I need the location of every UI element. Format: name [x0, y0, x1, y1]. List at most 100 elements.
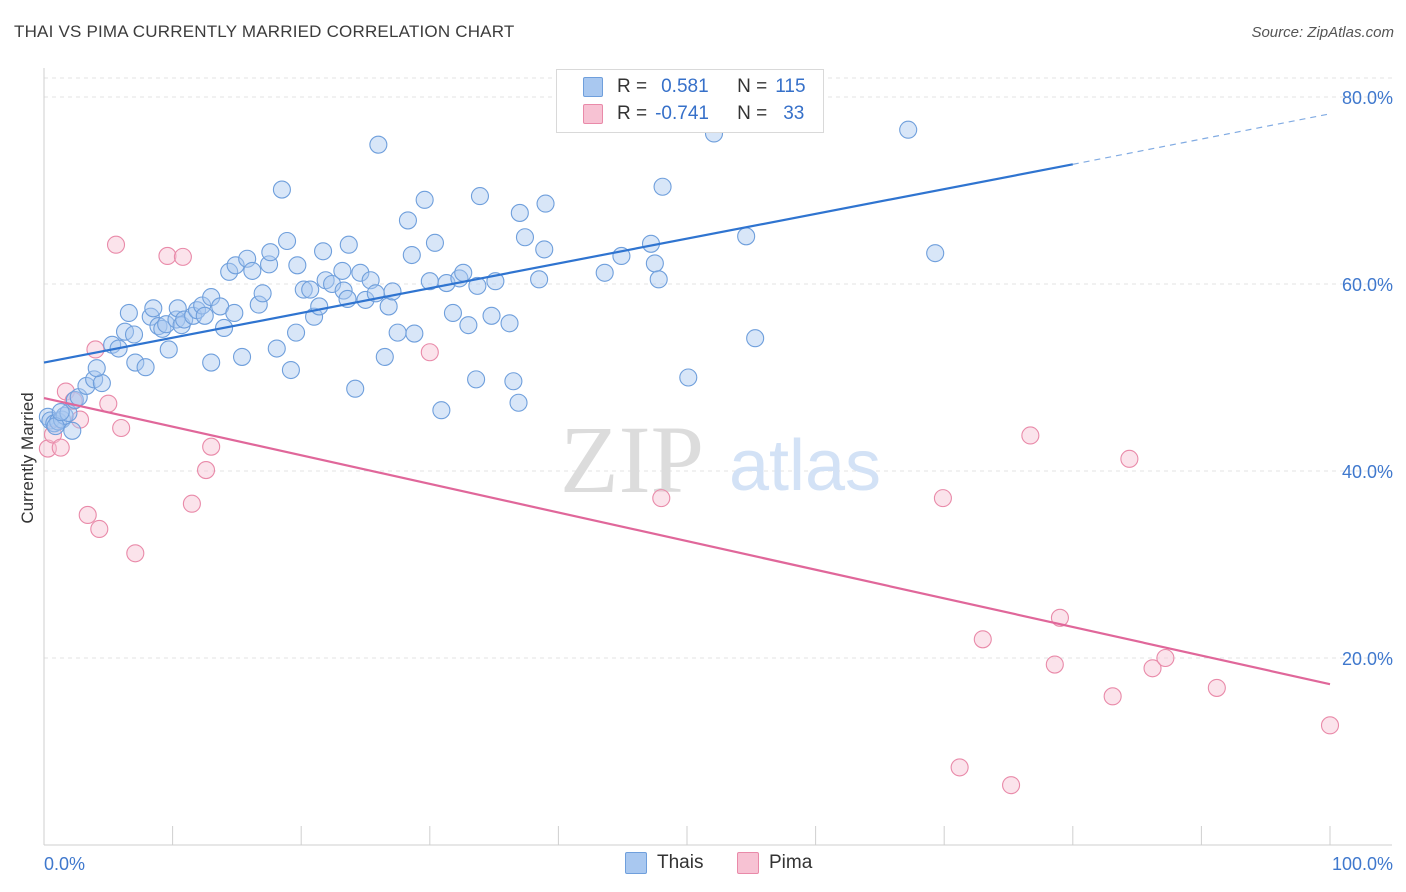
- thais-point: [432, 401, 451, 420]
- thais-point: [595, 263, 614, 282]
- thais-point: [301, 280, 320, 299]
- thais-point: [220, 262, 239, 281]
- thais-point: [51, 403, 70, 422]
- thais-point: [77, 376, 96, 395]
- pima-point: [196, 461, 216, 480]
- thais-point: [369, 135, 388, 154]
- pima-point: [1002, 776, 1021, 795]
- pima-point: [158, 246, 177, 265]
- thais-point: [314, 242, 333, 261]
- thais-trend-extension: [1072, 113, 1331, 165]
- pima-point: [933, 489, 952, 508]
- watermark-atlas: atlas: [729, 426, 881, 506]
- thais-point: [87, 359, 106, 378]
- thais-point: [157, 315, 176, 334]
- thais-point: [168, 299, 187, 318]
- thais-point: [645, 254, 664, 273]
- thais-point: [746, 329, 765, 348]
- thais-point: [202, 353, 221, 372]
- bottom-legend-swatch-pima: [737, 852, 759, 874]
- pima-point: [51, 438, 70, 457]
- thais-point: [398, 211, 417, 230]
- grid-lines: [44, 77, 1392, 659]
- thais-point: [504, 372, 523, 391]
- thais-point: [415, 190, 434, 209]
- y-tick-label: 40.0%: [1342, 462, 1393, 482]
- legend-n-label: N =: [737, 76, 768, 97]
- legend-r-value: -0.741: [655, 103, 709, 124]
- thais-point: [238, 249, 257, 268]
- thais-point: [310, 297, 329, 316]
- thais-point: [339, 235, 358, 254]
- thais-point: [305, 307, 324, 326]
- thais-point: [379, 297, 398, 316]
- pima-point: [78, 505, 97, 524]
- thais-point: [225, 303, 244, 323]
- thais-point: [195, 306, 214, 325]
- legend-r-value: 0.581: [661, 76, 709, 97]
- y-tick-label: 60.0%: [1342, 275, 1393, 295]
- thais-point: [388, 323, 407, 342]
- thais-point: [124, 325, 144, 344]
- thais-point: [467, 370, 486, 389]
- thais-point: [126, 353, 145, 372]
- trend-lines: [43, 113, 1331, 686]
- thais-point: [287, 323, 306, 342]
- thais-point: [253, 284, 272, 303]
- legend-r-label: R =: [617, 103, 648, 124]
- pima-trend-line: [43, 396, 1331, 686]
- thais-point: [136, 358, 155, 377]
- legend-swatch-thais: [583, 77, 603, 97]
- legend-row-pima: R = -0.741 N = 33: [583, 102, 804, 126]
- bottom-legend-pima: Pima: [737, 852, 812, 874]
- x-tick-label: 0.0%: [44, 854, 85, 874]
- thais-point: [679, 368, 698, 387]
- thais-point: [510, 203, 529, 222]
- thais-point: [119, 303, 138, 323]
- pima-point: [1045, 655, 1064, 674]
- series-pima: [38, 235, 1340, 795]
- thais-point: [333, 261, 352, 280]
- thais-point: [536, 194, 555, 213]
- chart-title: THAI VS PIMA CURRENTLY MARRIED CORRELATI…: [14, 22, 515, 41]
- thais-point: [737, 227, 756, 246]
- thais-point: [653, 177, 672, 196]
- y-tick-label: 20.0%: [1342, 649, 1393, 669]
- legend-n-value: 115: [775, 76, 806, 97]
- thais-point: [535, 240, 554, 259]
- legend-row-thais: R = 0.581 N = 115: [583, 75, 806, 99]
- bottom-legend-thais: Thais: [625, 852, 703, 874]
- correlation-legend: R = 0.581 N = 115 R = -0.741 N = 33: [556, 69, 824, 133]
- pima-point: [1120, 449, 1139, 468]
- thais-point: [375, 347, 394, 366]
- pima-point: [106, 235, 126, 254]
- thais-point: [144, 299, 163, 318]
- axes: [43, 68, 1392, 846]
- thais-point: [459, 316, 478, 335]
- thais-point: [482, 306, 501, 325]
- pima-point: [90, 519, 109, 539]
- thais-point: [46, 417, 65, 436]
- pima-point: [202, 437, 221, 456]
- legend-n-label: N =: [737, 103, 768, 124]
- watermark: ZIP atlas: [560, 406, 881, 513]
- pima-point: [182, 494, 201, 513]
- pima-point: [38, 439, 57, 458]
- bottom-legend-swatch-thais: [625, 852, 647, 874]
- pima-point: [1103, 687, 1122, 706]
- thais-point: [272, 180, 291, 199]
- thais-point: [294, 280, 313, 299]
- thais-point: [405, 324, 424, 343]
- thais-point: [175, 310, 194, 329]
- thais-point: [226, 256, 245, 275]
- pima-point: [126, 544, 145, 563]
- thais-point: [159, 340, 178, 359]
- pima-point: [652, 489, 671, 508]
- thais-trend-line: [43, 163, 1074, 364]
- bottom-legend-label-pima: Pima: [769, 852, 813, 873]
- pima-point: [1207, 678, 1226, 697]
- pima-point: [1320, 716, 1340, 735]
- thais-point: [425, 233, 444, 252]
- legend-r-label: R =: [617, 76, 648, 97]
